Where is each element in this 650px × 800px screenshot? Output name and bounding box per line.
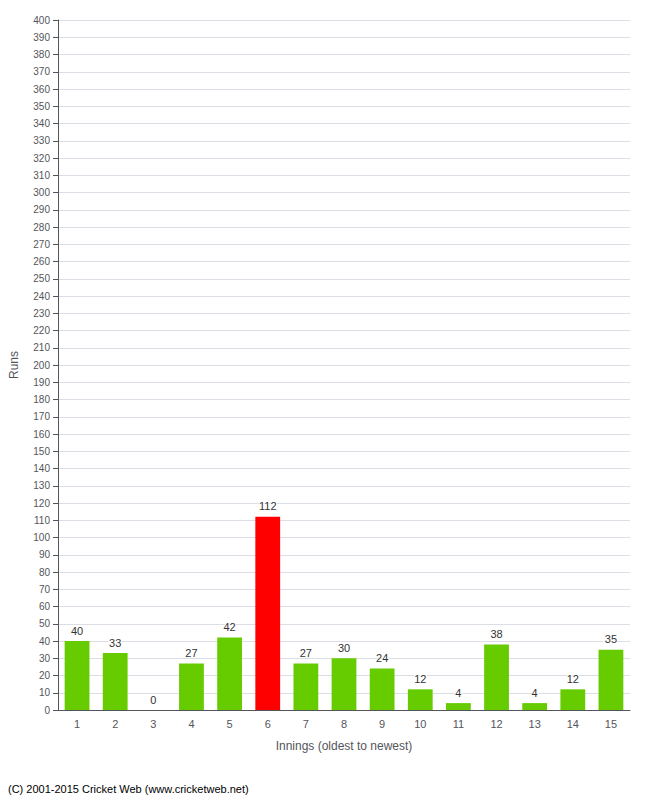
svg-text:Innings (oldest to newest): Innings (oldest to newest): [276, 739, 413, 753]
svg-text:30: 30: [338, 642, 350, 654]
svg-text:390: 390: [33, 32, 50, 43]
svg-text:120: 120: [33, 498, 50, 509]
svg-text:27: 27: [185, 647, 197, 659]
svg-text:380: 380: [33, 49, 50, 60]
svg-text:20: 20: [39, 670, 51, 681]
svg-text:160: 160: [33, 429, 50, 440]
svg-text:190: 190: [33, 377, 50, 388]
svg-text:4: 4: [532, 687, 538, 699]
svg-text:330: 330: [33, 135, 50, 146]
svg-text:10: 10: [414, 718, 426, 730]
svg-text:370: 370: [33, 66, 50, 77]
svg-text:8: 8: [341, 718, 347, 730]
svg-text:240: 240: [33, 291, 50, 302]
svg-text:11: 11: [453, 718, 464, 730]
svg-text:360: 360: [33, 84, 50, 95]
svg-text:300: 300: [33, 187, 50, 198]
svg-text:35: 35: [605, 633, 617, 645]
svg-text:100: 100: [33, 532, 50, 543]
svg-text:310: 310: [33, 170, 50, 181]
svg-text:30: 30: [39, 653, 51, 664]
svg-text:60: 60: [39, 601, 51, 612]
svg-text:3: 3: [150, 718, 156, 730]
svg-text:42: 42: [223, 621, 235, 633]
svg-text:0: 0: [44, 705, 50, 716]
svg-text:260: 260: [33, 256, 50, 267]
svg-text:Runs: Runs: [7, 351, 21, 379]
svg-text:220: 220: [33, 325, 50, 336]
svg-text:110: 110: [34, 515, 50, 526]
svg-text:13: 13: [529, 718, 541, 730]
svg-text:12: 12: [567, 673, 579, 685]
svg-text:7: 7: [303, 718, 309, 730]
svg-text:2: 2: [112, 718, 118, 730]
svg-text:320: 320: [33, 153, 50, 164]
svg-text:140: 140: [33, 463, 50, 474]
svg-text:200: 200: [33, 360, 50, 371]
svg-text:10: 10: [39, 687, 51, 698]
svg-text:12: 12: [490, 718, 502, 730]
svg-text:170: 170: [33, 411, 50, 422]
svg-text:4: 4: [188, 718, 194, 730]
svg-text:38: 38: [490, 628, 502, 640]
svg-text:27: 27: [300, 647, 312, 659]
svg-text:250: 250: [33, 273, 50, 284]
svg-text:180: 180: [33, 394, 50, 405]
svg-text:340: 340: [33, 118, 50, 129]
svg-text:290: 290: [33, 204, 50, 215]
svg-text:12: 12: [414, 673, 426, 685]
svg-text:350: 350: [33, 101, 50, 112]
svg-text:5: 5: [227, 718, 233, 730]
svg-text:33: 33: [109, 637, 121, 649]
svg-text:14: 14: [567, 718, 579, 730]
svg-text:6: 6: [265, 718, 271, 730]
svg-text:230: 230: [33, 308, 50, 319]
svg-text:24: 24: [376, 652, 388, 664]
svg-text:130: 130: [33, 480, 50, 491]
svg-text:40: 40: [39, 636, 51, 647]
svg-text:210: 210: [33, 342, 50, 353]
svg-text:9: 9: [379, 718, 385, 730]
svg-text:0: 0: [150, 694, 156, 706]
svg-text:(C) 2001-2015 Cricket Web (www: (C) 2001-2015 Cricket Web (www.cricketwe…: [8, 783, 249, 795]
svg-text:400: 400: [33, 15, 50, 26]
svg-text:112: 112: [259, 500, 277, 512]
svg-text:270: 270: [33, 239, 50, 250]
svg-text:80: 80: [39, 567, 51, 578]
svg-text:90: 90: [39, 549, 51, 560]
svg-text:15: 15: [605, 718, 617, 730]
svg-text:4: 4: [455, 687, 461, 699]
svg-text:1: 1: [74, 718, 80, 730]
svg-text:50: 50: [39, 618, 51, 629]
svg-text:280: 280: [33, 222, 50, 233]
svg-text:70: 70: [39, 584, 51, 595]
svg-text:150: 150: [33, 446, 50, 457]
svg-text:40: 40: [71, 625, 83, 637]
